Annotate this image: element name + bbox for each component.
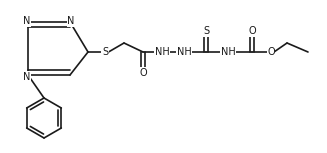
Text: S: S xyxy=(102,47,108,57)
Text: S: S xyxy=(203,26,209,36)
Text: NH: NH xyxy=(221,47,235,57)
Text: NH: NH xyxy=(155,47,169,57)
Text: N: N xyxy=(67,16,75,26)
Text: N: N xyxy=(23,72,31,82)
Text: NH: NH xyxy=(177,47,191,57)
Text: N: N xyxy=(23,16,31,26)
Text: O: O xyxy=(248,26,256,36)
Text: O: O xyxy=(267,47,275,57)
Text: O: O xyxy=(139,68,147,78)
